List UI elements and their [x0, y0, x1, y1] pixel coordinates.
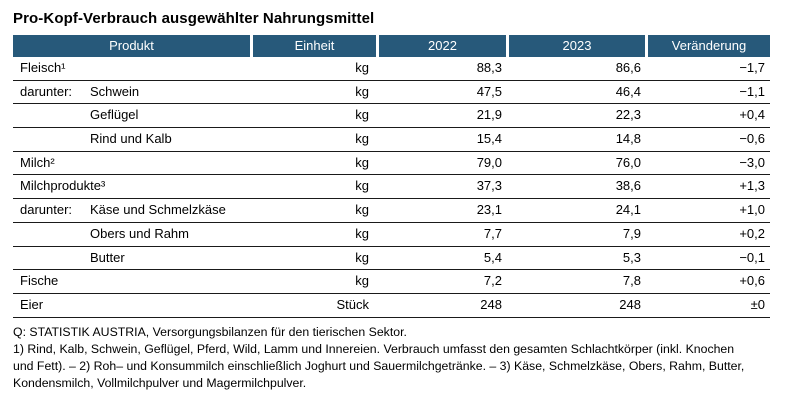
unit-cell: kg	[355, 249, 369, 265]
unit-cell: kg	[355, 154, 369, 170]
change-cell: +0,2	[739, 225, 765, 241]
value-2023-cell: 76,0	[615, 154, 641, 170]
table-row: Fische kg 7,2 7,8 +0,6	[13, 270, 770, 294]
unit-cell: Stück	[336, 296, 369, 312]
col-header-2022: 2022	[376, 35, 506, 57]
product-name: Milch²	[20, 154, 55, 170]
change-cell: +1,0	[739, 202, 765, 218]
product-cell: Rind und Kalb	[13, 128, 250, 151]
table-header-row: Produkt Einheit 2022 2023 Veränderung	[13, 35, 770, 57]
row-prefix: darunter:	[20, 83, 73, 99]
table-row: Butter kg 5,4 5,3 −0,1	[13, 247, 770, 271]
page-title: Pro-Kopf-Verbrauch ausgewählter Nahrungs…	[13, 10, 375, 27]
value-2023-cell: 14,8	[615, 131, 641, 147]
value-2022-cell: 37,3	[476, 178, 502, 194]
value-2023-cell: 38,6	[615, 178, 641, 194]
unit-cell: kg	[355, 60, 369, 75]
table-row: darunter: Käse und Schmelzkäse kg 23,1 24…	[13, 199, 770, 223]
value-2023-cell: 46,4	[615, 83, 641, 99]
footnote-line-3: Kondensmilch, Vollmilchpulver und Magerm…	[13, 375, 307, 390]
table-row: darunter: Schwein kg 47,5 46,4 −1,1	[13, 81, 770, 105]
unit-cell: kg	[355, 202, 369, 218]
table-footnotes: Q: STATISTIK AUSTRIA, Versorgungsbilanze…	[13, 324, 792, 392]
value-2023-cell: 7,8	[622, 273, 641, 289]
row-prefix	[20, 104, 90, 127]
col-header-2023: 2023	[506, 35, 645, 57]
product-name: Schwein	[90, 83, 140, 99]
product-cell: Milch²	[13, 152, 250, 175]
value-2022-cell: 15,4	[476, 131, 502, 147]
change-cell: +1,3	[739, 178, 765, 194]
row-prefix	[20, 128, 90, 151]
change-cell: −1,7	[739, 60, 765, 75]
unit-cell: kg	[355, 178, 369, 194]
change-cell: −1,1	[739, 83, 765, 99]
table-row: Eier Stück 248 248 ±0	[13, 294, 770, 318]
product-cell: Obers und Rahm	[13, 223, 250, 246]
product-name: Fleisch¹	[20, 60, 66, 75]
change-cell: +0,6	[739, 273, 765, 289]
value-2022-cell: 7,2	[483, 273, 502, 289]
table-row: Rind und Kalb kg 15,4 14,8 −0,6	[13, 128, 770, 152]
product-name: Butter	[90, 249, 125, 265]
product-name: Käse und Schmelzkäse	[90, 202, 226, 218]
change-cell: −3,0	[739, 154, 765, 170]
value-2022-cell: 248	[480, 296, 502, 312]
product-cell: Eier	[13, 294, 250, 317]
product-cell: Milchprodukte³	[13, 175, 250, 198]
value-2023-cell: 22,3	[615, 107, 641, 123]
footnote-line-1: 1) Rind, Kalb, Schwein, Geflügel, Pferd,…	[13, 341, 735, 356]
unit-cell: kg	[355, 273, 369, 289]
product-cell: darunter: Käse und Schmelzkäse	[13, 199, 250, 222]
value-2022-cell: 23,1	[476, 202, 502, 218]
table-row: Geflügel kg 21,9 22,3 +0,4	[13, 104, 770, 129]
value-2023-cell: 86,6	[615, 60, 641, 75]
unit-cell: kg	[355, 225, 369, 241]
col-header-produkt: Produkt	[109, 38, 154, 53]
product-name: Milchprodukte³	[20, 178, 106, 194]
table-row: Fleisch¹ kg 88,3 86,6 −1,7	[13, 57, 770, 81]
value-2022-cell: 5,4	[483, 249, 502, 265]
value-2023-cell: 248	[619, 296, 641, 312]
value-2022-cell: 21,9	[476, 107, 502, 123]
value-2022-cell: 47,5	[476, 83, 502, 99]
product-name: Geflügel	[90, 107, 139, 123]
change-cell: +0,4	[739, 107, 765, 123]
consumption-table: Produkt Einheit 2022 2023 Veränderung Fl…	[13, 35, 770, 318]
value-2022-cell: 79,0	[476, 154, 502, 170]
product-cell: darunter: Schwein	[13, 81, 250, 104]
value-2022-cell: 7,7	[483, 225, 502, 241]
value-2023-cell: 7,9	[622, 225, 641, 241]
table-row: Milch² kg 79,0 76,0 −3,0	[13, 152, 770, 176]
source-note: Q: STATISTIK AUSTRIA, Versorgungsbilanze…	[13, 324, 407, 339]
value-2023-cell: 24,1	[615, 202, 641, 218]
value-2023-cell: 5,3	[622, 249, 641, 265]
unit-cell: kg	[355, 131, 369, 147]
product-cell: Geflügel	[13, 104, 250, 127]
unit-cell: kg	[355, 107, 369, 123]
product-name: Obers und Rahm	[90, 225, 189, 241]
product-name: Eier	[20, 296, 44, 312]
product-name: Fische	[20, 273, 59, 289]
unit-cell: kg	[355, 83, 369, 99]
table-row: Obers und Rahm kg 7,7 7,9 +0,2	[13, 223, 770, 247]
row-prefix	[20, 223, 90, 246]
product-cell: Fische	[13, 270, 250, 293]
change-cell: −0,1	[739, 249, 765, 265]
product-name: Rind und Kalb	[90, 131, 172, 147]
change-cell: −0,6	[739, 131, 765, 147]
table-row: Milchprodukte³ kg 37,3 38,6 +1,3	[13, 175, 770, 200]
change-cell: ±0	[750, 296, 765, 312]
col-header-veraenderung: Veränderung	[645, 35, 770, 57]
col-header-einheit: Einheit	[250, 35, 376, 57]
value-2022-cell: 88,3	[476, 60, 502, 75]
row-prefix: darunter:	[20, 202, 73, 218]
product-cell: Fleisch¹	[13, 57, 250, 80]
product-cell: Butter	[13, 247, 250, 270]
footnote-line-2: und Fett). – 2) Roh– und Konsummilch ein…	[13, 358, 745, 373]
row-prefix	[20, 247, 90, 270]
